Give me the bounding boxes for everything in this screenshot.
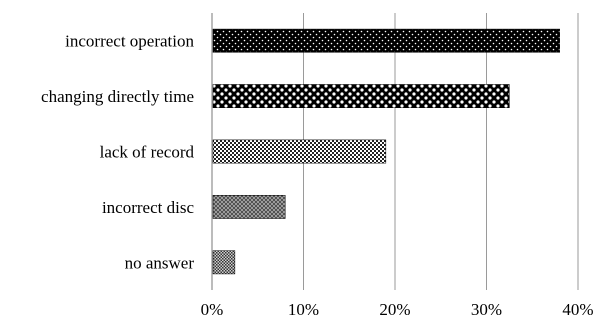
bar <box>212 195 286 219</box>
category-label: incorrect operation <box>65 32 194 51</box>
category-labels: incorrect operation changing directly tim… <box>41 32 194 273</box>
x-tick-label: 40% <box>562 300 593 319</box>
bar <box>212 84 510 108</box>
x-tick-labels: 0% 10% 20% 30% 40% <box>201 300 594 319</box>
category-label: lack of record <box>100 143 195 162</box>
bar <box>212 28 560 53</box>
category-label: incorrect disc <box>102 198 194 217</box>
x-tick-label: 30% <box>471 300 502 319</box>
bars <box>212 28 560 275</box>
category-label: no answer <box>125 253 195 272</box>
bar <box>212 139 387 164</box>
x-tick-label: 10% <box>288 300 319 319</box>
category-label: changing directly time <box>41 87 194 106</box>
bar <box>212 250 236 275</box>
x-tick-label: 0% <box>201 300 224 319</box>
x-tick-label: 20% <box>379 300 410 319</box>
